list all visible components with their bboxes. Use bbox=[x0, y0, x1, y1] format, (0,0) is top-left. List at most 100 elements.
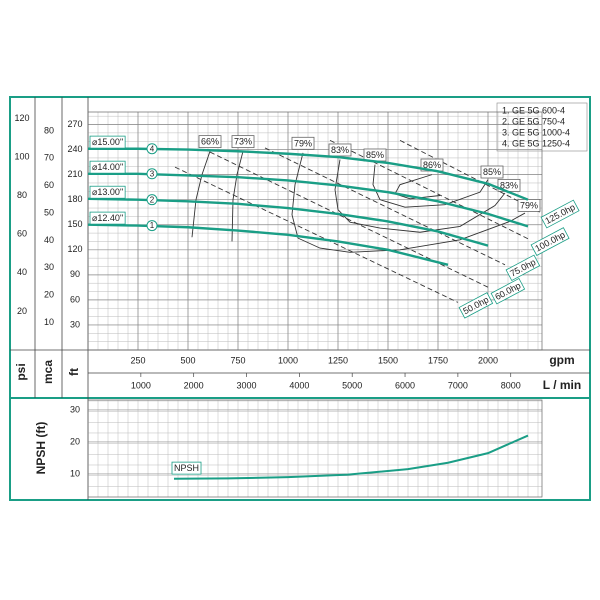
legend-entry: 3. GE 5G 1000-4 bbox=[502, 127, 570, 137]
efficiency-label: 86% bbox=[423, 160, 441, 170]
legend-entry: 1. GE 5G 600-4 bbox=[502, 105, 565, 115]
power-label-box bbox=[458, 292, 494, 319]
x2-tick-label: 1000 bbox=[131, 380, 151, 390]
impeller-label-group: ⌀12.40" bbox=[89, 211, 126, 225]
gpm-label: gpm bbox=[549, 353, 574, 367]
power-label-box bbox=[505, 254, 541, 282]
x2-tick-label: 7000 bbox=[448, 380, 468, 390]
efficiency-label-box bbox=[480, 165, 504, 179]
power-label: 50.0hp bbox=[461, 295, 490, 317]
curve bbox=[231, 151, 244, 242]
impeller-label-box bbox=[89, 211, 126, 225]
x2-tick-label: 2000 bbox=[184, 380, 204, 390]
efficiency-label-box bbox=[198, 135, 222, 149]
efficiency-label: 79% bbox=[520, 200, 538, 210]
efficiency-label: 85% bbox=[483, 167, 501, 177]
curve bbox=[87, 223, 449, 266]
curve bbox=[174, 166, 459, 303]
psi-tick-label: 80 bbox=[17, 190, 27, 200]
npsh-series-label: NPSH bbox=[174, 463, 199, 473]
x2-tick-label: 8000 bbox=[501, 380, 521, 390]
power-label: 75.0hp bbox=[508, 257, 537, 279]
mca-tick-label: 40 bbox=[44, 235, 54, 245]
npsh-tick-label: 30 bbox=[70, 404, 80, 414]
impeller-marker bbox=[146, 220, 158, 232]
npsh-tick-label: 10 bbox=[70, 468, 80, 478]
efficiency-label-box bbox=[328, 143, 352, 157]
psi-label: psi bbox=[14, 363, 28, 380]
power-label-group: 100.0hp bbox=[530, 227, 570, 256]
efficiency-label-group: 73% bbox=[231, 135, 255, 149]
x2-tick-label: 5000 bbox=[342, 380, 362, 390]
x2-tick-label: 6000 bbox=[395, 380, 415, 390]
mca-tick-label: 70 bbox=[44, 153, 54, 163]
mca-tick-label: 30 bbox=[44, 262, 54, 272]
npsh-series-label-box bbox=[171, 461, 202, 475]
plot-border bbox=[87, 111, 543, 351]
mca-label: mca bbox=[41, 360, 55, 384]
curve bbox=[191, 151, 211, 238]
ft-tick-label: 120 bbox=[67, 244, 82, 254]
impeller-number: 3 bbox=[150, 169, 155, 178]
curve bbox=[88, 147, 529, 201]
mca-tick-label: 50 bbox=[44, 207, 54, 217]
plot-border bbox=[87, 399, 543, 498]
legend-entry: 2. GE 5G 750-4 bbox=[502, 116, 565, 126]
ft-tick-label: 150 bbox=[67, 219, 82, 229]
efficiency-label: 85% bbox=[366, 150, 384, 160]
x-tick-label: 2000 bbox=[478, 355, 498, 365]
impeller-number: 1 bbox=[150, 221, 155, 230]
ft-tick-label: 30 bbox=[70, 319, 80, 329]
efficiency-label-group: 83% bbox=[328, 143, 352, 157]
psi-tick-label: 20 bbox=[17, 306, 27, 316]
curve bbox=[88, 172, 529, 228]
mca-tick-label: 80 bbox=[44, 125, 54, 135]
impeller-label: ⌀15.00" bbox=[92, 137, 123, 147]
power-label-box bbox=[530, 227, 570, 256]
mca-tick-label: 60 bbox=[44, 180, 54, 190]
x-tick-label: 250 bbox=[130, 355, 145, 365]
impeller-label-box bbox=[89, 160, 126, 174]
efficiency-label-group: 66% bbox=[198, 135, 222, 149]
ft-tick-label: 180 bbox=[67, 194, 82, 204]
power-label-group: 75.0hp bbox=[505, 254, 541, 282]
impeller-label-group: ⌀14.00" bbox=[89, 160, 126, 174]
power-label-box bbox=[490, 277, 526, 305]
x-tick-label: 1750 bbox=[428, 355, 448, 365]
legend-entry: 4. GE 5G 1250-4 bbox=[502, 138, 570, 148]
ft-tick-label: 210 bbox=[67, 169, 82, 179]
npsh-label: NPSH (ft) bbox=[34, 422, 48, 475]
psi-tick-label: 100 bbox=[14, 152, 29, 162]
curve bbox=[329, 139, 531, 241]
x-tick-label: 750 bbox=[230, 355, 245, 365]
efficiency-label: 66% bbox=[201, 137, 219, 147]
x-tick-label: 500 bbox=[180, 355, 195, 365]
impeller-marker bbox=[146, 194, 158, 206]
efficiency-label: 73% bbox=[234, 137, 252, 147]
mca-tick-label: 10 bbox=[44, 317, 54, 327]
efficiency-label-box bbox=[517, 199, 541, 212]
efficiency-label-group: 85% bbox=[363, 148, 387, 162]
curve bbox=[264, 147, 506, 266]
psi-tick-label: 40 bbox=[17, 267, 27, 277]
x-tick-label: 1000 bbox=[278, 355, 298, 365]
ft-tick-label: 240 bbox=[67, 144, 82, 154]
efficiency-label: 83% bbox=[331, 145, 349, 155]
impeller-label-group: ⌀15.00" bbox=[89, 135, 126, 149]
impeller-label-box bbox=[89, 185, 126, 199]
curve bbox=[209, 151, 491, 289]
impeller-label: ⌀13.00" bbox=[92, 187, 123, 197]
lmin-label: L / min bbox=[543, 378, 581, 392]
curve bbox=[334, 159, 506, 233]
ft-tick-label: 270 bbox=[67, 119, 82, 129]
efficiency-label: 83% bbox=[500, 180, 518, 190]
impeller-label: ⌀12.40" bbox=[92, 213, 123, 223]
power-label-group: 50.0hp bbox=[458, 292, 494, 319]
impeller-label-group: ⌀13.00" bbox=[89, 185, 126, 199]
curve bbox=[173, 434, 529, 480]
x2-tick-label: 3000 bbox=[237, 380, 257, 390]
curve bbox=[291, 152, 526, 253]
ft-label: ft bbox=[67, 368, 81, 376]
impeller-marker bbox=[146, 143, 158, 155]
